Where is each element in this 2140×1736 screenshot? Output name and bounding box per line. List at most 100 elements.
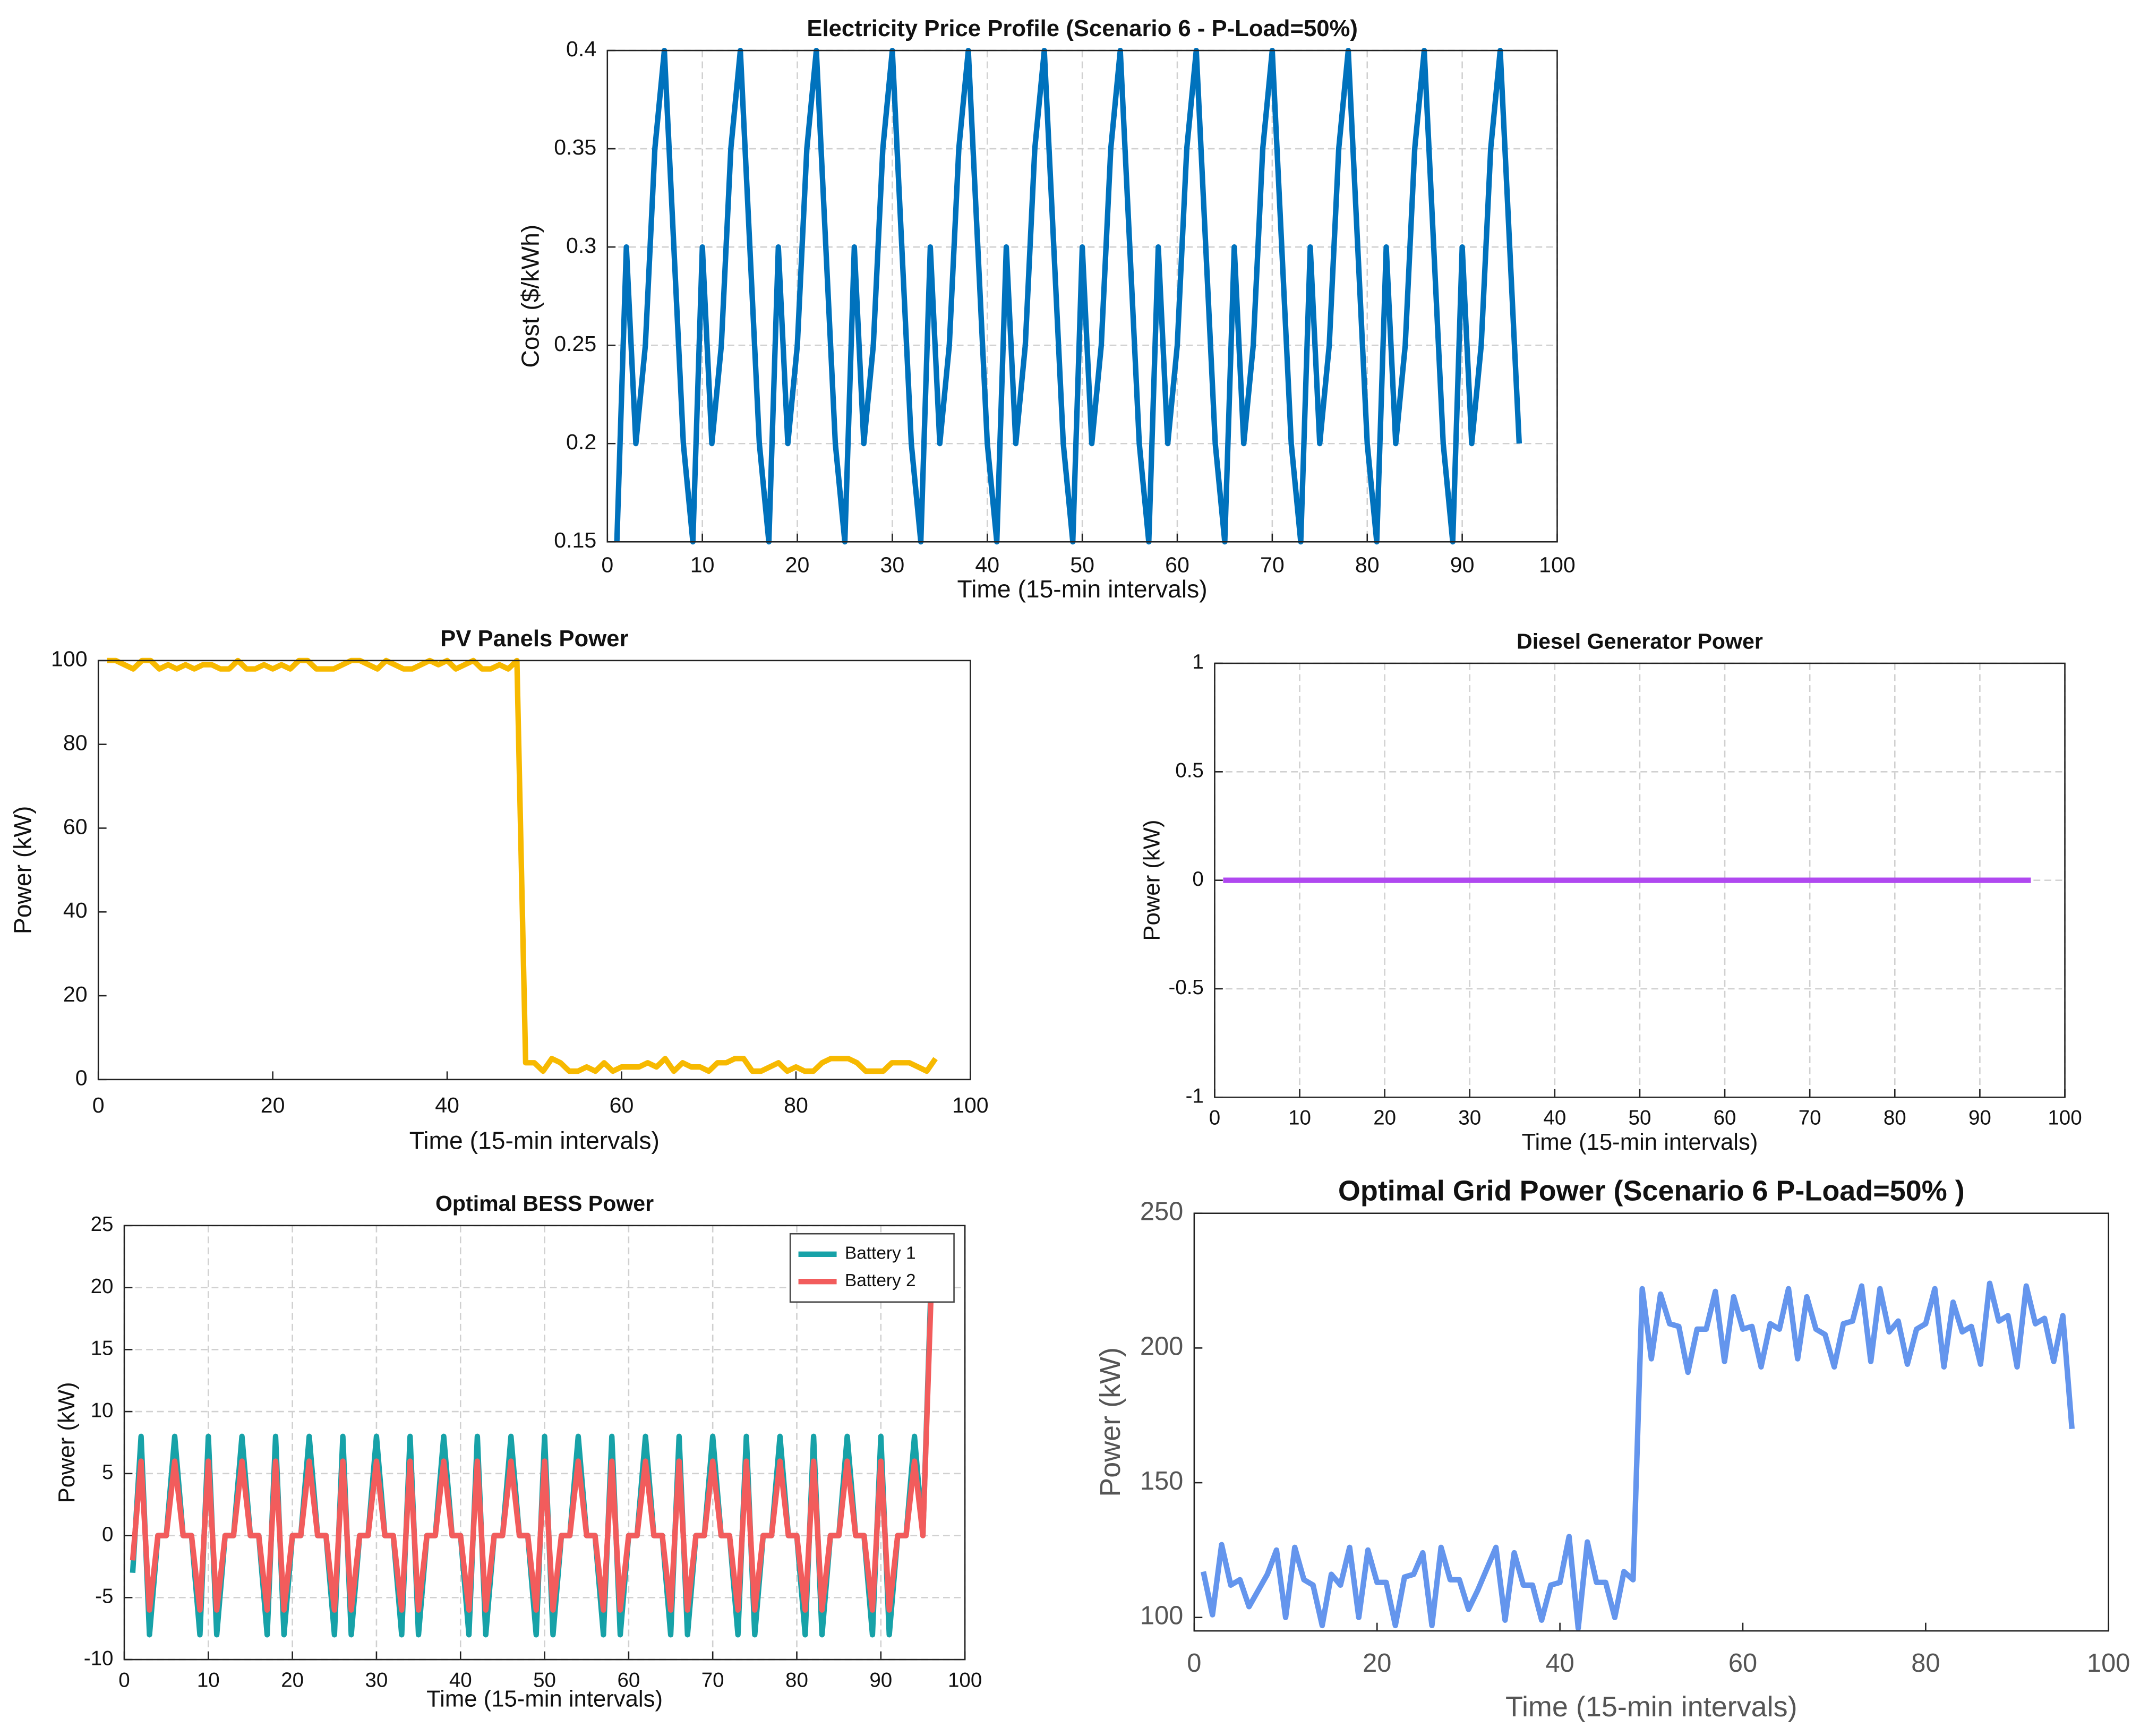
x-tick-label: 0 [92,1093,105,1117]
axes-frame [1214,662,2066,1098]
y-tick-label: 5 [102,1461,113,1484]
y-tick-label: 10 [91,1399,114,1422]
y-tick-label: 0.25 [554,331,596,356]
x-tick-label: 40 [975,552,999,577]
chart-title: Optimal Grid Power (Scenario 6 P-Load=50… [1338,1175,1965,1207]
axes-frame [97,660,971,1081]
x-tick-label: 100 [2087,1649,2130,1678]
x-tick-label: 20 [1363,1649,1391,1678]
x-tick-label: 0 [601,552,613,577]
y-tick-label: 0.35 [554,135,596,159]
y-tick-label: 20 [63,982,88,1006]
y-tick-label: -10 [84,1647,114,1670]
y-tick-label: 80 [63,731,88,755]
axes-frame [123,1225,966,1661]
x-tick-label: 50 [1629,1107,1651,1130]
x-tick-label: 100 [1539,552,1576,577]
x-tick-label: 40 [449,1669,472,1691]
y-tick-label: 0.15 [554,528,596,552]
x-tick-label: 40 [435,1093,459,1117]
y-tick-label: 0 [75,1066,88,1090]
y-tick-label: 20 [91,1275,114,1298]
legend-box [789,1233,955,1303]
x-tick-label: 20 [281,1669,304,1691]
x-axis-label: Time (15-min intervals) [1522,1129,1758,1155]
y-tick-label: 200 [1140,1332,1183,1361]
x-tick-label: 100 [952,1093,989,1117]
axes-frame [606,49,1558,543]
y-tick-label: -1 [1186,1084,1204,1107]
y-axis-label: Power (kW) [9,806,37,935]
x-tick-label: 20 [785,552,810,577]
chart-title: Diesel Generator Power [1517,629,1763,653]
x-tick-label: 0 [1209,1107,1220,1130]
y-tick-label: 0.5 [1175,759,1204,782]
x-tick-label: 60 [617,1669,640,1691]
x-tick-label: 0 [1187,1649,1201,1678]
y-tick-label: -0.5 [1168,976,1203,999]
y-tick-label: 1 [1192,651,1203,673]
y-tick-label: 60 [63,814,88,839]
series-line [107,657,938,1074]
y-tick-label: 100 [51,647,88,671]
x-tick-label: 40 [1543,1107,1566,1130]
x-tick-label: 10 [1288,1107,1311,1130]
x-tick-label: 50 [533,1669,556,1691]
axes-frame [1193,1212,2110,1632]
chart-title: Optimal BESS Power [435,1191,654,1216]
y-axis-label: Cost ($/kWh) [517,225,544,368]
plot-area [1194,1213,2109,1631]
x-tick-label: 80 [1911,1649,1940,1678]
x-tick-label: 70 [1799,1107,1821,1130]
y-tick-label: 250 [1140,1198,1183,1226]
x-tick-label: 90 [869,1669,892,1691]
plot-area [98,660,971,1080]
y-tick-label: 0 [102,1523,113,1546]
x-axis-label: Time (15-min intervals) [1505,1691,1797,1723]
series-line [1201,1280,2075,1631]
x-tick-label: 90 [1450,552,1475,577]
x-axis-label: Time (15-min intervals) [957,575,1208,603]
y-axis-label: Power (kW) [54,1382,80,1503]
x-tick-label: 60 [1714,1107,1736,1130]
x-tick-label: 40 [1545,1649,1574,1678]
x-tick-label: 20 [1373,1107,1396,1130]
chart-title: PV Panels Power [440,626,628,652]
x-tick-label: 50 [1070,552,1094,577]
y-tick-label: 0.2 [566,430,596,454]
chart-title: Electricity Price Profile (Scenario 6 - … [807,15,1358,41]
y-tick-label: 0.4 [566,37,596,61]
y-axis-label: Power (kW) [1094,1347,1126,1497]
series-line [130,1287,934,1613]
x-tick-label: 80 [785,1669,808,1691]
x-tick-label: 30 [880,552,905,577]
y-tick-label: 25 [91,1213,114,1236]
x-tick-label: 70 [701,1669,724,1691]
x-tick-label: 80 [784,1093,808,1117]
x-tick-label: 60 [610,1093,634,1117]
x-tick-label: 60 [1165,552,1189,577]
y-axis-label: Power (kW) [1139,820,1165,941]
x-tick-label: 80 [1355,552,1380,577]
x-tick-label: 0 [118,1669,130,1691]
legend-label: Battery 2 [845,1271,916,1290]
x-tick-label: 100 [2048,1107,2082,1130]
x-tick-label: 30 [365,1669,388,1691]
x-tick-label: 60 [1728,1649,1757,1678]
x-tick-label: 30 [1458,1107,1481,1130]
y-tick-label: 100 [1140,1602,1183,1630]
x-tick-label: 20 [261,1093,285,1117]
x-tick-label: 100 [948,1669,982,1691]
y-tick-label: 150 [1140,1467,1183,1495]
y-tick-label: -5 [95,1585,113,1608]
x-tick-label: 90 [1968,1107,1991,1130]
y-tick-label: 15 [91,1337,114,1360]
x-axis-label: Time (15-min intervals) [409,1126,660,1154]
x-axis-label: Time (15-min intervals) [426,1686,663,1712]
x-tick-label: 80 [1884,1107,1906,1130]
x-tick-label: 10 [197,1669,220,1691]
series-line [614,47,1522,545]
x-tick-label: 10 [690,552,715,577]
